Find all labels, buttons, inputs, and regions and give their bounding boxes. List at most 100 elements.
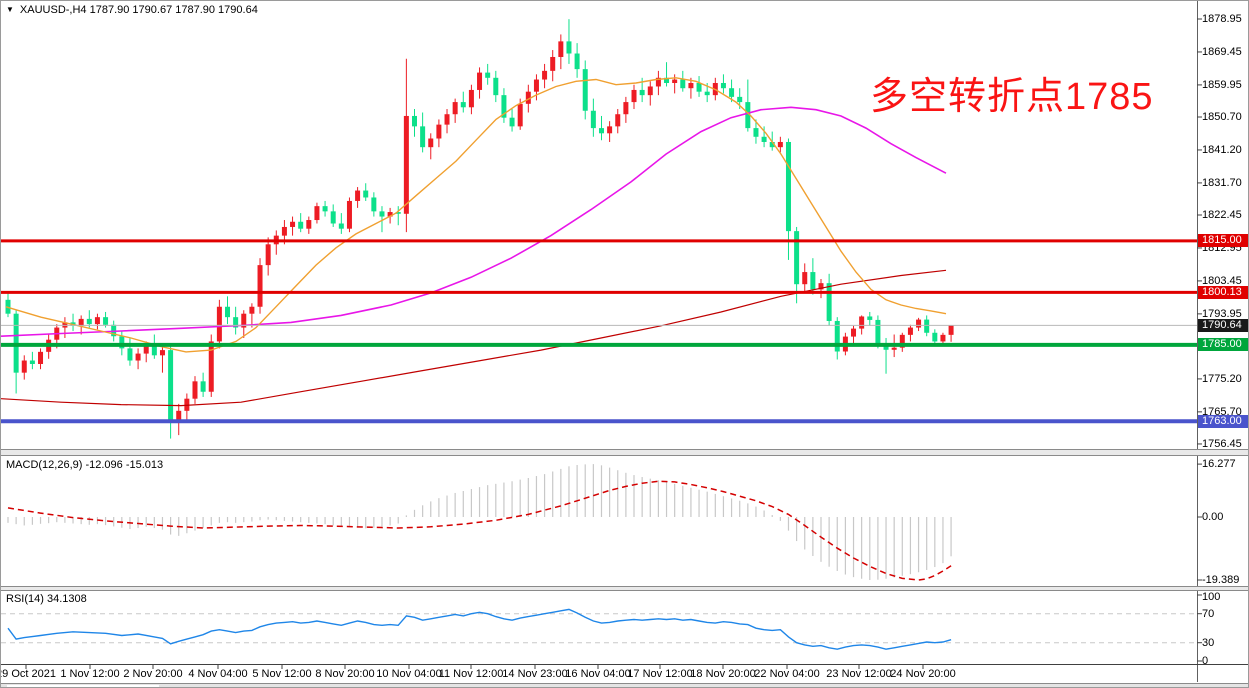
price-level-badge[interactable]: 1785.00	[1198, 338, 1248, 352]
price-tick-label: 1831.70	[1202, 176, 1242, 189]
candle-body	[785, 141, 791, 232]
macd-tick-label: 16.277	[1202, 458, 1236, 471]
candle-body	[932, 332, 938, 342]
candle-body	[298, 221, 304, 229]
candle-body	[696, 83, 702, 92]
time-axis-label: 8 Nov 20:00	[315, 668, 375, 680]
macd-tick-label: 0.00	[1202, 511, 1224, 523]
candle-body	[598, 128, 604, 134]
price-level-badge[interactable]: 1763.00	[1198, 414, 1248, 428]
candle-body	[168, 350, 174, 423]
price-tick-label: 1793.95	[1202, 307, 1242, 320]
time-axis-label: 18 Nov 20:00	[690, 668, 756, 680]
ma-mid-line	[1, 106, 947, 337]
candle-body	[590, 110, 596, 129]
candle-body	[924, 319, 930, 333]
candle-body	[468, 89, 474, 108]
candle-body	[615, 114, 621, 127]
chart-title: ▼ XAUUSD-,H4 1787.90 1790.67 1787.90 1790…	[6, 4, 258, 16]
candle-body	[745, 102, 751, 129]
candle-body	[176, 410, 182, 423]
candle-body	[810, 272, 816, 290]
candle-body	[29, 360, 35, 364]
candle-body	[444, 114, 450, 125]
candle-body	[257, 265, 263, 307]
rsi-tick-label: 70	[1202, 607, 1215, 620]
candle-body	[607, 126, 613, 134]
candle-body	[477, 72, 483, 90]
candle-body	[647, 86, 653, 96]
candle-body	[655, 77, 661, 87]
candle-body	[704, 91, 710, 96]
price-tick-label: 1803.45	[1202, 274, 1242, 287]
candle-body	[916, 319, 922, 328]
time-axis-label: 14 Nov 23:00	[502, 668, 568, 680]
candle-body	[639, 89, 645, 96]
rsi-tick-label: 30	[1202, 636, 1215, 649]
candle-body	[533, 79, 539, 92]
price-tick-label: 1822.45	[1202, 208, 1242, 221]
candle-body	[306, 220, 312, 229]
candle-body	[436, 124, 442, 139]
scrollbar-thumb[interactable]	[7, 685, 159, 687]
candle-body	[517, 103, 523, 127]
candle-body	[94, 317, 100, 325]
macd-indicator-label: MACD(12,26,9) -12.096 -15.013	[6, 459, 164, 471]
panel-divider-main-macd[interactable]	[1, 449, 1248, 456]
price-level-badge[interactable]: 1790.64	[1198, 318, 1248, 332]
time-axis-label: 2 Nov 20:00	[123, 668, 183, 680]
candle-body	[851, 328, 857, 337]
ohlc-title-text: XAUUSD-,H4 1787.90 1790.67 1787.90 1790.…	[19, 4, 258, 16]
price-level-badge[interactable]: 1800.13	[1198, 285, 1248, 299]
time-axis-label: 17 Nov 12:00	[627, 668, 693, 680]
price-tick-label: 1756.45	[1202, 437, 1242, 450]
candle-body	[86, 318, 92, 325]
candle-body	[119, 336, 125, 349]
candle-body	[387, 212, 393, 217]
candle-body	[379, 211, 385, 217]
candle-body	[948, 325, 954, 335]
candle-body	[737, 96, 743, 103]
candle-body	[38, 351, 44, 364]
candle-body	[363, 190, 369, 198]
candle-body	[395, 212, 401, 214]
candle-body	[566, 41, 572, 54]
candle-body	[371, 197, 377, 212]
candle-body	[346, 200, 352, 229]
rsi-tick-label: 100	[1202, 591, 1221, 603]
candle-body	[225, 306, 231, 318]
time-axis-label: 16 Nov 04:00	[565, 668, 631, 680]
time-axis-label: 5 Nov 12:00	[252, 668, 312, 680]
candle-body	[127, 348, 133, 361]
rsi-indicator-label: RSI(14) 34.1308	[6, 593, 87, 605]
candle-body	[281, 226, 287, 236]
candle-body	[867, 316, 873, 320]
candle-body	[330, 211, 336, 224]
ma-fast-line	[5, 77, 947, 353]
price-tick-label: 1859.95	[1202, 78, 1242, 91]
symbol-dropdown-icon[interactable]: ▼	[6, 5, 14, 14]
candle-body	[290, 221, 296, 227]
panel-divider-macd-rsi[interactable]	[1, 586, 1248, 591]
candle-body	[574, 53, 580, 70]
candle-body	[623, 102, 629, 115]
price-tick-label: 1869.45	[1202, 45, 1242, 58]
price-level-badge[interactable]: 1815.00	[1198, 234, 1248, 248]
candle-body	[265, 244, 271, 266]
time-axis-label: 4 Nov 04:00	[188, 668, 248, 680]
candle-body	[720, 83, 726, 89]
text-annotation[interactable]: 多空转折点1785	[870, 76, 1154, 118]
candle-body	[753, 128, 759, 137]
time-axis-label: 1 Nov 12:00	[60, 668, 120, 680]
candle-body	[135, 353, 141, 361]
candle-body	[355, 190, 361, 201]
candle-body	[103, 317, 109, 325]
horizontal-scrollbar[interactable]	[1, 683, 1248, 687]
price-tick-label: 1850.70	[1202, 110, 1242, 123]
candle-body	[940, 334, 946, 342]
candle-body	[200, 381, 206, 392]
candle-body	[485, 72, 491, 78]
candle-body	[688, 83, 694, 89]
